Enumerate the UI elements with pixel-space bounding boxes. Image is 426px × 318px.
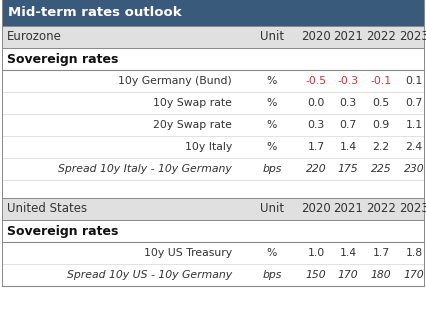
Text: 10y US Treasury: 10y US Treasury xyxy=(144,248,232,258)
Bar xyxy=(2,220,424,242)
Text: 175: 175 xyxy=(338,164,358,174)
Bar xyxy=(2,136,424,158)
Text: 220: 220 xyxy=(306,164,326,174)
Text: 2023: 2023 xyxy=(399,31,426,44)
Text: 150: 150 xyxy=(306,270,326,280)
Text: 2022: 2022 xyxy=(366,31,396,44)
Bar xyxy=(2,48,424,70)
Text: 170: 170 xyxy=(338,270,358,280)
Text: 2020: 2020 xyxy=(301,31,331,44)
Bar xyxy=(2,26,424,48)
Bar xyxy=(2,264,424,286)
Text: -0.3: -0.3 xyxy=(337,76,359,86)
Text: 10y Italy: 10y Italy xyxy=(185,142,232,152)
Text: %: % xyxy=(267,98,277,108)
Text: Sovereign rates: Sovereign rates xyxy=(7,225,118,238)
Text: 1.8: 1.8 xyxy=(406,248,423,258)
Text: 0.7: 0.7 xyxy=(406,98,423,108)
Text: 2021: 2021 xyxy=(333,203,363,216)
Text: 1.4: 1.4 xyxy=(340,142,357,152)
Text: 2022: 2022 xyxy=(366,203,396,216)
Text: %: % xyxy=(267,142,277,152)
Text: 1.4: 1.4 xyxy=(340,248,357,258)
Text: 2.4: 2.4 xyxy=(406,142,423,152)
Text: 2023: 2023 xyxy=(399,203,426,216)
Text: 180: 180 xyxy=(371,270,391,280)
Text: -0.1: -0.1 xyxy=(371,76,391,86)
Text: Mid-term rates outlook: Mid-term rates outlook xyxy=(8,6,181,19)
Text: 1.7: 1.7 xyxy=(372,248,389,258)
Bar xyxy=(2,180,424,198)
Text: 0.9: 0.9 xyxy=(372,120,390,130)
Text: 225: 225 xyxy=(371,164,391,174)
Text: 10y Germany (Bund): 10y Germany (Bund) xyxy=(118,76,232,86)
Text: Eurozone: Eurozone xyxy=(7,31,62,44)
Text: 0.1: 0.1 xyxy=(406,76,423,86)
Text: Spread 10y US - 10y Germany: Spread 10y US - 10y Germany xyxy=(67,270,232,280)
Text: 20y Swap rate: 20y Swap rate xyxy=(153,120,232,130)
Text: Sovereign rates: Sovereign rates xyxy=(7,52,118,66)
Text: 0.3: 0.3 xyxy=(308,120,325,130)
Text: 2020: 2020 xyxy=(301,203,331,216)
Text: 1.7: 1.7 xyxy=(308,142,325,152)
Text: 2021: 2021 xyxy=(333,31,363,44)
Text: bps: bps xyxy=(262,270,282,280)
Text: %: % xyxy=(267,120,277,130)
Text: 1.0: 1.0 xyxy=(308,248,325,258)
Text: 1.1: 1.1 xyxy=(406,120,423,130)
Text: Unit: Unit xyxy=(260,203,284,216)
Bar xyxy=(2,158,424,180)
Text: 0.0: 0.0 xyxy=(307,98,325,108)
Text: 0.7: 0.7 xyxy=(340,120,357,130)
Text: -0.5: -0.5 xyxy=(305,76,327,86)
Bar xyxy=(2,114,424,136)
Bar xyxy=(2,242,424,264)
Text: 170: 170 xyxy=(404,270,424,280)
Bar xyxy=(2,70,424,92)
Text: 10y Swap rate: 10y Swap rate xyxy=(153,98,232,108)
Text: 2.2: 2.2 xyxy=(372,142,389,152)
Text: United States: United States xyxy=(7,203,87,216)
Text: %: % xyxy=(267,76,277,86)
Text: 0.3: 0.3 xyxy=(340,98,357,108)
Bar xyxy=(2,0,424,26)
Text: %: % xyxy=(267,248,277,258)
Text: Spread 10y Italy - 10y Germany: Spread 10y Italy - 10y Germany xyxy=(58,164,232,174)
Text: Unit: Unit xyxy=(260,31,284,44)
Text: bps: bps xyxy=(262,164,282,174)
Text: 230: 230 xyxy=(404,164,424,174)
Bar xyxy=(2,92,424,114)
Text: 0.5: 0.5 xyxy=(372,98,390,108)
Bar xyxy=(2,198,424,220)
